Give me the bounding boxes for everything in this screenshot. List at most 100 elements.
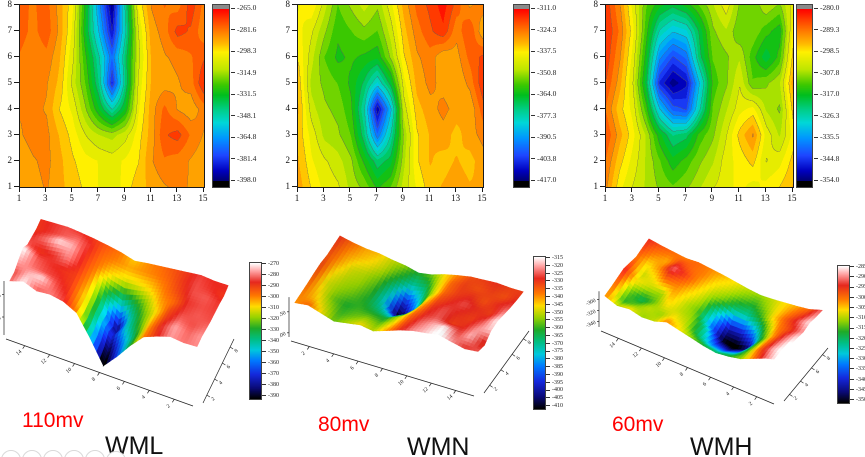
y-axis-tick bbox=[292, 107, 297, 109]
x-axis-tick-label: 1 bbox=[602, 193, 608, 203]
y-axis-tick bbox=[292, 185, 297, 187]
y-axis-tick bbox=[600, 159, 605, 161]
colorbar-3d-tick-label: -340 bbox=[262, 338, 279, 344]
caption-name-wmn: WMN bbox=[407, 433, 470, 457]
x-axis-tick-label: 7 bbox=[95, 193, 101, 203]
x-axis-tick-label: 15 bbox=[787, 193, 797, 203]
x-axis-tick bbox=[322, 187, 324, 192]
x-axis-tick bbox=[44, 187, 46, 192]
x-axis-tick-label: 7 bbox=[682, 193, 688, 203]
colorbar-3d-tick-label: -330 bbox=[262, 327, 279, 333]
y-axis-tick bbox=[14, 159, 19, 161]
y-axis-tick-label: 3 bbox=[7, 129, 13, 139]
colorbar-3d-tick-label: -310 bbox=[850, 315, 865, 321]
colorbar-3d bbox=[249, 262, 262, 400]
colorbar-3d-tick-label: -270 bbox=[262, 261, 279, 267]
x-axis-tick bbox=[123, 187, 125, 192]
y-axis-tick-label: 2 bbox=[593, 155, 599, 165]
x-axis-tick-label: 1 bbox=[294, 193, 300, 203]
colorbar-3d-tick-label: -405 bbox=[546, 395, 563, 401]
surface-canvas-wmh bbox=[585, 230, 840, 415]
colorbar bbox=[212, 4, 230, 188]
colorbar-3d-canvas bbox=[838, 266, 849, 403]
caption-voltage-wmn: 80mv bbox=[318, 413, 370, 436]
colorbar-tick-label: -364.0 bbox=[531, 90, 556, 98]
y-axis-tick-label: 7 bbox=[593, 25, 599, 35]
colorbar-tick-label: -348.1 bbox=[231, 111, 256, 120]
colorbar bbox=[796, 4, 813, 188]
x-axis-tick-label: 11 bbox=[146, 193, 155, 203]
y-axis-tick bbox=[600, 55, 605, 57]
x-axis-tick bbox=[349, 187, 351, 192]
colorbar-3d-tick-label: -325 bbox=[850, 346, 865, 352]
colorbar-3d-tick-label: -385 bbox=[546, 364, 563, 370]
x-axis-tick-label: 3 bbox=[43, 193, 48, 203]
y-axis-tick-label: 5 bbox=[593, 77, 599, 87]
x-axis-tick bbox=[604, 187, 606, 192]
colorbar-tick-label: -317.0 bbox=[814, 90, 839, 98]
colorbar-3d-tick-label: -320 bbox=[262, 316, 279, 322]
colorbar-tick-label: -324.3 bbox=[531, 25, 556, 34]
colorbar-3d-tick-label: -335 bbox=[850, 366, 865, 372]
x-axis-tick bbox=[711, 187, 713, 192]
x-axis-tick bbox=[402, 187, 404, 192]
colorbar-tick-label: -307.8 bbox=[814, 68, 839, 77]
colorbar-tick-label: -350.8 bbox=[531, 68, 556, 77]
y-axis-tick bbox=[14, 185, 19, 187]
colorbar-3d-canvas bbox=[250, 263, 261, 399]
colorbar-3d-tick-label: -300 bbox=[850, 295, 865, 301]
contour-canvas-wmn bbox=[298, 5, 483, 187]
x-axis-tick-label: 3 bbox=[321, 193, 326, 203]
colorbar-tick-label: -298.5 bbox=[814, 47, 839, 55]
colorbar-3d-canvas bbox=[534, 257, 545, 409]
y-axis-tick-label: 7 bbox=[7, 25, 13, 35]
colorbar-3d-tick-label: -280 bbox=[262, 272, 279, 278]
colorbar-3d-tick-label: -285 bbox=[850, 264, 865, 270]
colorbar-tick-label: -398.0 bbox=[231, 176, 256, 184]
colorbar-tick-label: -354.0 bbox=[814, 176, 839, 184]
y-axis-tick-label: 8 bbox=[285, 0, 291, 9]
x-axis-tick bbox=[18, 187, 20, 192]
colorbar-tick-label: -335.5 bbox=[814, 133, 839, 141]
x-axis-tick bbox=[428, 187, 430, 192]
colorbar-3d-tick-label: -330 bbox=[850, 356, 865, 362]
thumbnail-circle bbox=[85, 450, 105, 457]
x-axis-tick-label: 9 bbox=[121, 193, 127, 203]
y-axis-tick-label: 5 bbox=[285, 77, 291, 87]
x-axis-tick-label: 11 bbox=[734, 193, 743, 203]
x-axis-tick bbox=[791, 187, 793, 192]
colorbar-3d-tick-label: -290 bbox=[262, 283, 279, 289]
colorbar-tick-label: -344.8 bbox=[814, 154, 839, 163]
thumbnail-circle bbox=[1, 450, 21, 457]
y-axis-tick bbox=[292, 3, 297, 5]
thumbnail-circle bbox=[64, 450, 84, 457]
y-axis-tick-label: 2 bbox=[285, 155, 291, 165]
y-axis-tick bbox=[292, 159, 297, 161]
colorbar-3d-tick-label: -290 bbox=[850, 274, 865, 280]
colorbar-3d bbox=[533, 256, 546, 410]
colorbar-3d-tick-label: -395 bbox=[546, 380, 563, 386]
y-axis-tick bbox=[14, 81, 19, 83]
colorbar-3d-tick-label: -360 bbox=[546, 325, 563, 331]
y-axis-tick bbox=[600, 133, 605, 135]
colorbar-tick-label: -280.0 bbox=[814, 4, 839, 12]
y-axis-tick-label: 8 bbox=[7, 0, 13, 9]
colorbar-tick-label: -331.5 bbox=[231, 90, 256, 98]
x-axis-tick bbox=[764, 187, 766, 192]
x-axis-tick bbox=[202, 187, 204, 192]
colorbar-tick-label: -337.5 bbox=[531, 47, 556, 55]
colorbar-3d-tick-label: -400 bbox=[546, 387, 563, 393]
y-axis-tick-label: 8 bbox=[593, 0, 599, 9]
colorbar-3d-tick-label: -310 bbox=[262, 305, 279, 311]
x-axis-tick-label: 13 bbox=[760, 193, 770, 203]
y-axis-tick bbox=[292, 81, 297, 83]
thumbnail-circle bbox=[43, 450, 63, 457]
colorbar-tick-label: -364.8 bbox=[231, 133, 256, 141]
thumbnail-circle bbox=[22, 450, 42, 457]
colorbar-3d-tick-label: -325 bbox=[546, 271, 563, 277]
colorbar-3d-tick-label: -360 bbox=[262, 360, 279, 366]
colorbar-3d-tick-label: -305 bbox=[850, 305, 865, 311]
y-axis-tick bbox=[600, 81, 605, 83]
colorbar-canvas bbox=[514, 5, 529, 187]
